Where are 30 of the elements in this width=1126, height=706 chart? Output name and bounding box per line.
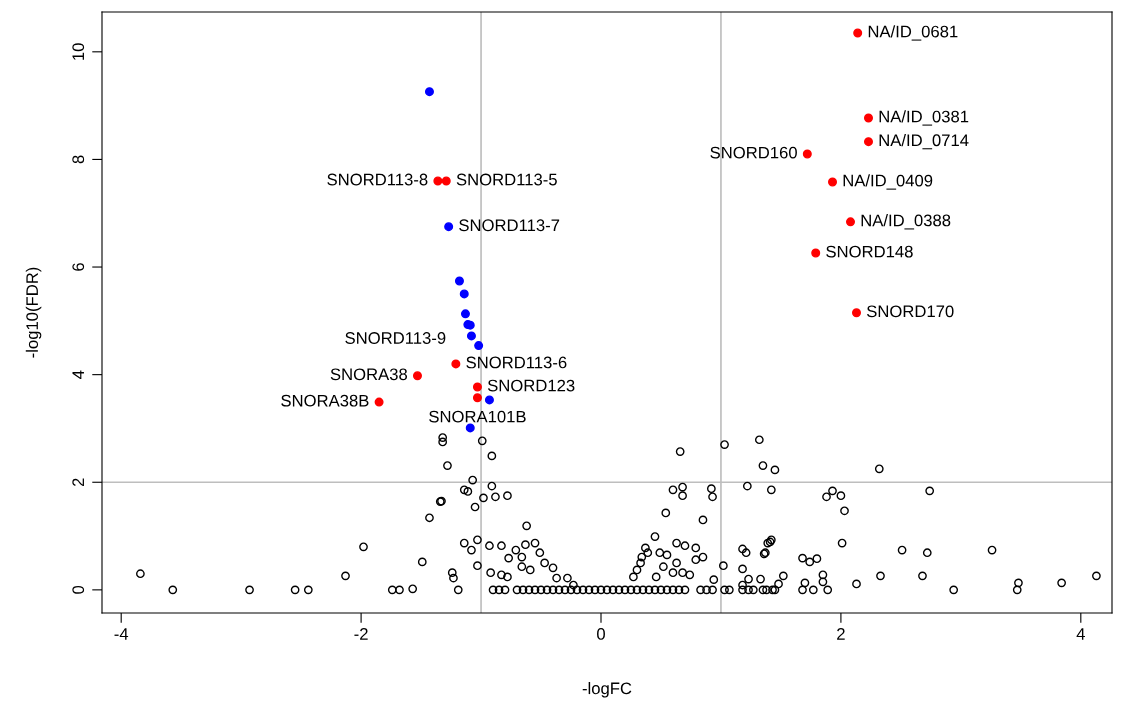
annotation: NA/ID_0409: [843, 174, 933, 190]
x-tick-label: 0: [597, 628, 605, 640]
y-tick-label: 6: [72, 263, 85, 271]
annotation: NA/ID_0681: [868, 25, 958, 41]
annotation: SNORA38B: [281, 394, 369, 407]
annotation: SNORA38: [330, 368, 408, 381]
annotation: SNORD148: [826, 245, 913, 258]
y-tick-label: 2: [72, 478, 84, 487]
x-tick-label: 2: [837, 628, 845, 640]
y-tick-label: 4: [72, 370, 84, 379]
y-tick-label: 0: [72, 585, 85, 594]
x-tick-label: 4: [1076, 628, 1085, 640]
annotation: SNORD170: [866, 305, 954, 318]
x-tick-label: -4: [114, 628, 129, 640]
annotation: SNORD123: [487, 379, 575, 392]
annotation: SNORD113-7: [459, 219, 560, 232]
annotation: NA/ID_0388: [861, 214, 951, 230]
annotation: SNORD113-8: [327, 173, 428, 186]
annotation: SNORD160: [710, 146, 797, 159]
annotation: SNORA101B: [429, 410, 526, 423]
y-axis-title: -log10(FDR): [25, 267, 42, 358]
annotation: NA/ID_0714: [879, 133, 969, 150]
x-axis-title: -logFC: [582, 682, 632, 698]
y-tick-label: 10: [72, 43, 85, 60]
annotation: NA/ID_0381: [879, 110, 969, 126]
annotation: SNORD113-6: [466, 356, 567, 369]
x-tick-label: -2: [354, 628, 368, 640]
annotation: SNORD113-5: [456, 173, 557, 186]
y-tick-label: 8: [72, 155, 85, 164]
annotation: SNORD113-9: [345, 332, 446, 344]
